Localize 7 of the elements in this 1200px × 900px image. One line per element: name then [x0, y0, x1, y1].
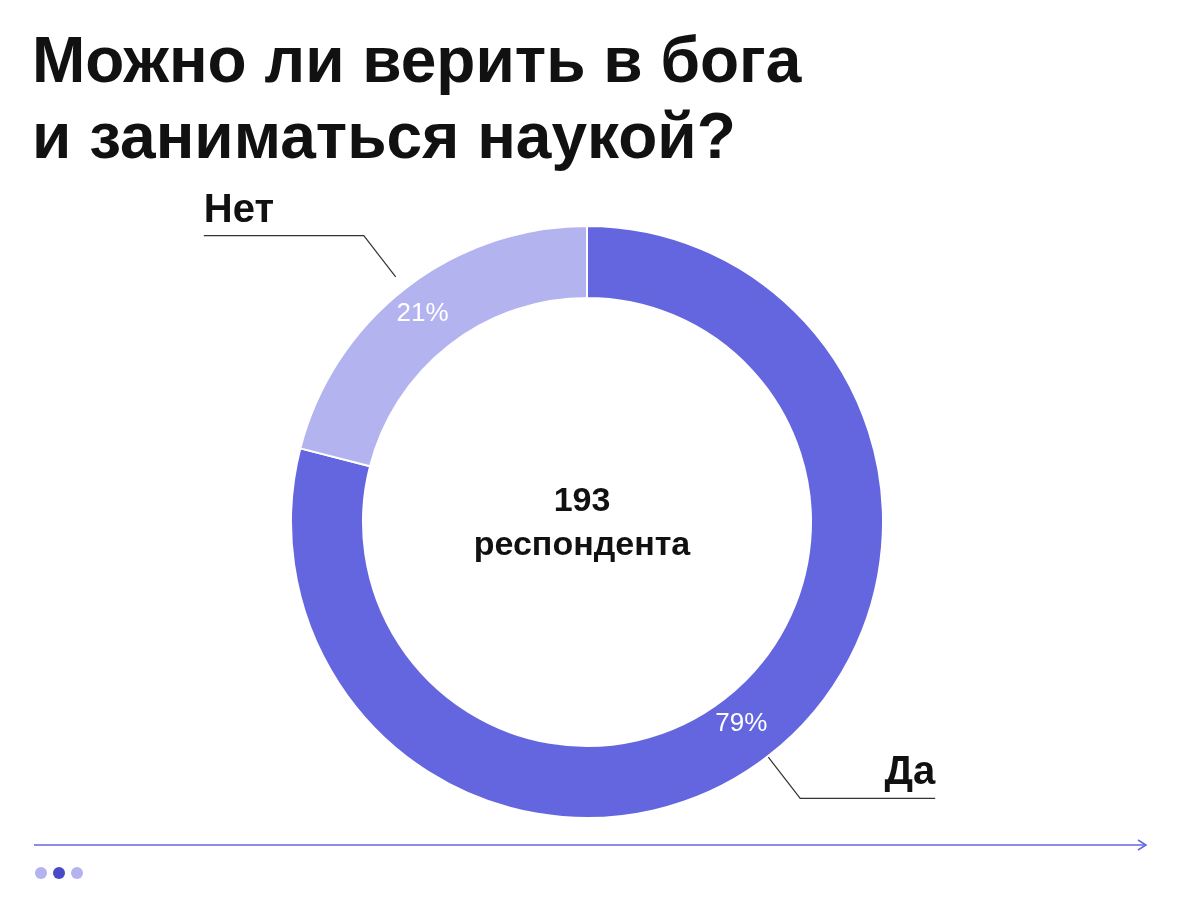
data-label: 79% [715, 707, 768, 738]
slice-label: Да [884, 748, 936, 793]
text: 193 респондента [472, 479, 692, 565]
slice-label: Нет [203, 185, 275, 230]
donut-slice [290, 225, 884, 819]
chart-title: Можно ли верить в бога и заниматься наукой? [32, 23, 802, 174]
data-label: 21% [396, 296, 449, 327]
